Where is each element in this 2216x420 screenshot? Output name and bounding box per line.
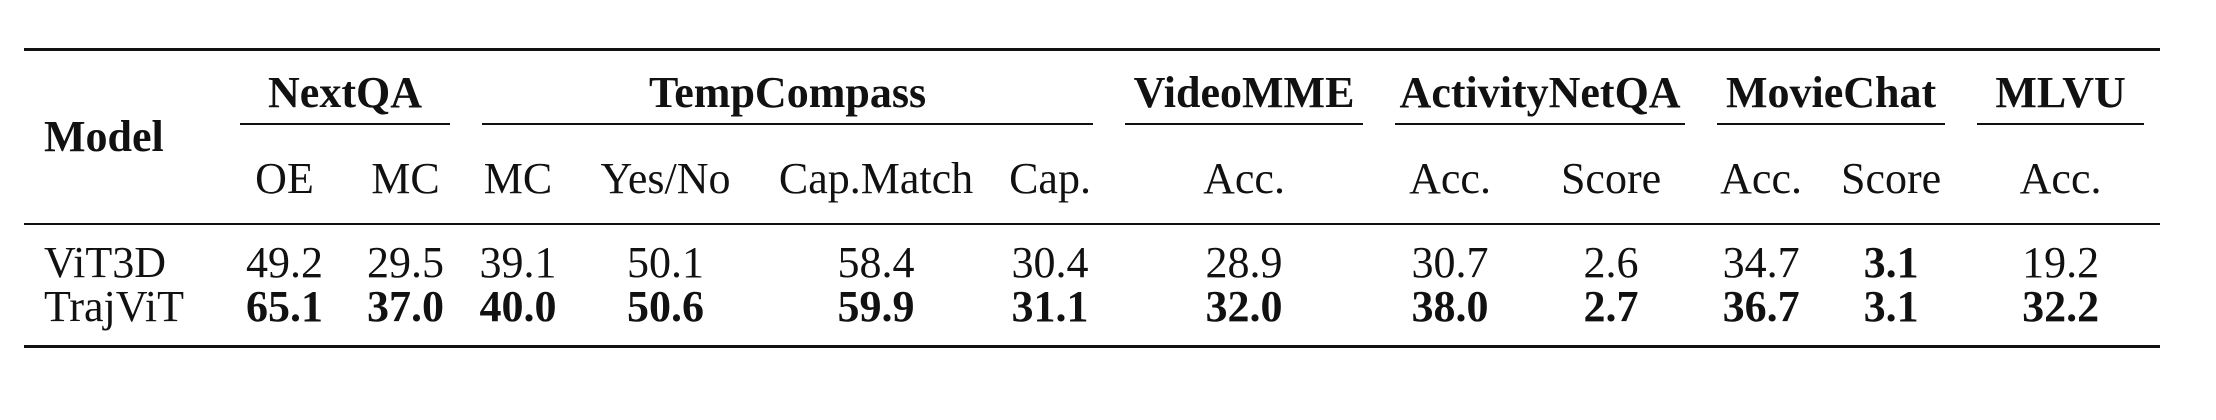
subheader-cell: Cap.	[1009, 154, 1091, 203]
subheader-cell: MC	[371, 154, 440, 203]
score-cell: 50.1	[570, 223, 761, 285]
group-header-nextqa: NextQA	[224, 48, 466, 135]
subheader-cell: Cap.Match	[778, 154, 974, 203]
score-cell: 29.5	[345, 223, 466, 285]
group-header-mlvu: MLVU	[1961, 48, 2161, 135]
score-cell: 39.1	[466, 223, 570, 285]
score-cell: 34.7	[1701, 223, 1822, 285]
score-cell: 28.9	[1109, 223, 1380, 285]
score-cell: 37.0	[345, 285, 466, 348]
subheader-cell: Acc.	[1720, 154, 1802, 203]
group-rule-nextqa	[240, 123, 450, 125]
table-row: ViT3D 49.2 29.5 39.1 50.1 58.4 30.4 28.9…	[24, 223, 2161, 285]
model-name-cell: ViT3D	[24, 223, 224, 285]
score-cell: 31.1	[991, 285, 1110, 348]
subheader-cell: Score	[1560, 154, 1662, 203]
group-label-moviechat: MovieChat	[1725, 68, 1937, 117]
score-cell: 59.9	[761, 285, 991, 348]
score-cell: 32.0	[1109, 285, 1380, 348]
subheader-cell: OE	[255, 154, 314, 203]
score-cell: 40.0	[466, 285, 570, 348]
subheader-cell: MC	[483, 154, 553, 203]
score-cell: 2.6	[1521, 223, 1702, 285]
score-cell: 30.4	[991, 223, 1110, 285]
score-cell: 50.6	[570, 285, 761, 348]
score-cell: 30.7	[1379, 223, 1522, 285]
group-header-activitynetqa: ActivityNetQA	[1379, 48, 1702, 135]
model-name-cell: TrajViT	[24, 285, 224, 348]
score-cell: 65.1	[224, 285, 345, 348]
score-cell: 36.7	[1701, 285, 1822, 348]
subheader-cell: Yes/No	[600, 154, 731, 203]
score-cell: 58.4	[761, 223, 991, 285]
score-cell: 38.0	[1379, 285, 1522, 348]
model-column-header: Model	[24, 48, 224, 224]
group-label-nextqa: NextQA	[268, 68, 422, 117]
results-table: Model NextQA TempCompass VideoMME Activi…	[24, 48, 2161, 348]
score-cell: 3.1	[1821, 285, 1962, 348]
score-cell: 2.7	[1521, 285, 1702, 348]
subheader-cell: Acc.	[2019, 154, 2102, 203]
group-label-tempcompass: TempCompass	[648, 68, 927, 117]
group-rule-videomme	[1125, 123, 1364, 125]
group-label-activitynetqa: ActivityNetQA	[1399, 68, 1681, 117]
group-header-row: Model NextQA TempCompass VideoMME Activi…	[24, 48, 2161, 224]
results-table-container: Model NextQA TempCompass VideoMME Activi…	[24, 48, 2161, 348]
table-row: TrajViT 65.1 37.0 40.0 50.6 59.9 31.1 32…	[24, 285, 2161, 348]
group-header-videomme: VideoMME	[1109, 48, 1380, 135]
subheader-cell: Acc.	[1409, 154, 1491, 203]
group-label-mlvu: MLVU	[1995, 68, 2126, 117]
subheader-row: OE MC MC Yes/No Cap.Match Cap. Acc. Acc.…	[24, 135, 2160, 224]
subheader-cell: Score	[1840, 154, 1942, 203]
group-header-tempcompass: TempCompass	[466, 48, 1110, 135]
group-header-moviechat: MovieChat	[1701, 48, 1962, 135]
group-label-videomme: VideoMME	[1133, 68, 1355, 117]
score-cell: 49.2	[224, 223, 345, 285]
group-rule-mlvu	[1977, 123, 2145, 125]
score-cell: 19.2	[1961, 223, 2161, 285]
group-rule-activitynetqa	[1395, 123, 1686, 125]
score-cell: 3.1	[1821, 223, 1962, 285]
group-rule-tempcompass	[482, 123, 1094, 125]
subheader-cell: Acc.	[1203, 154, 1285, 203]
group-rule-moviechat	[1717, 123, 1946, 125]
score-cell: 32.2	[1961, 285, 2161, 348]
